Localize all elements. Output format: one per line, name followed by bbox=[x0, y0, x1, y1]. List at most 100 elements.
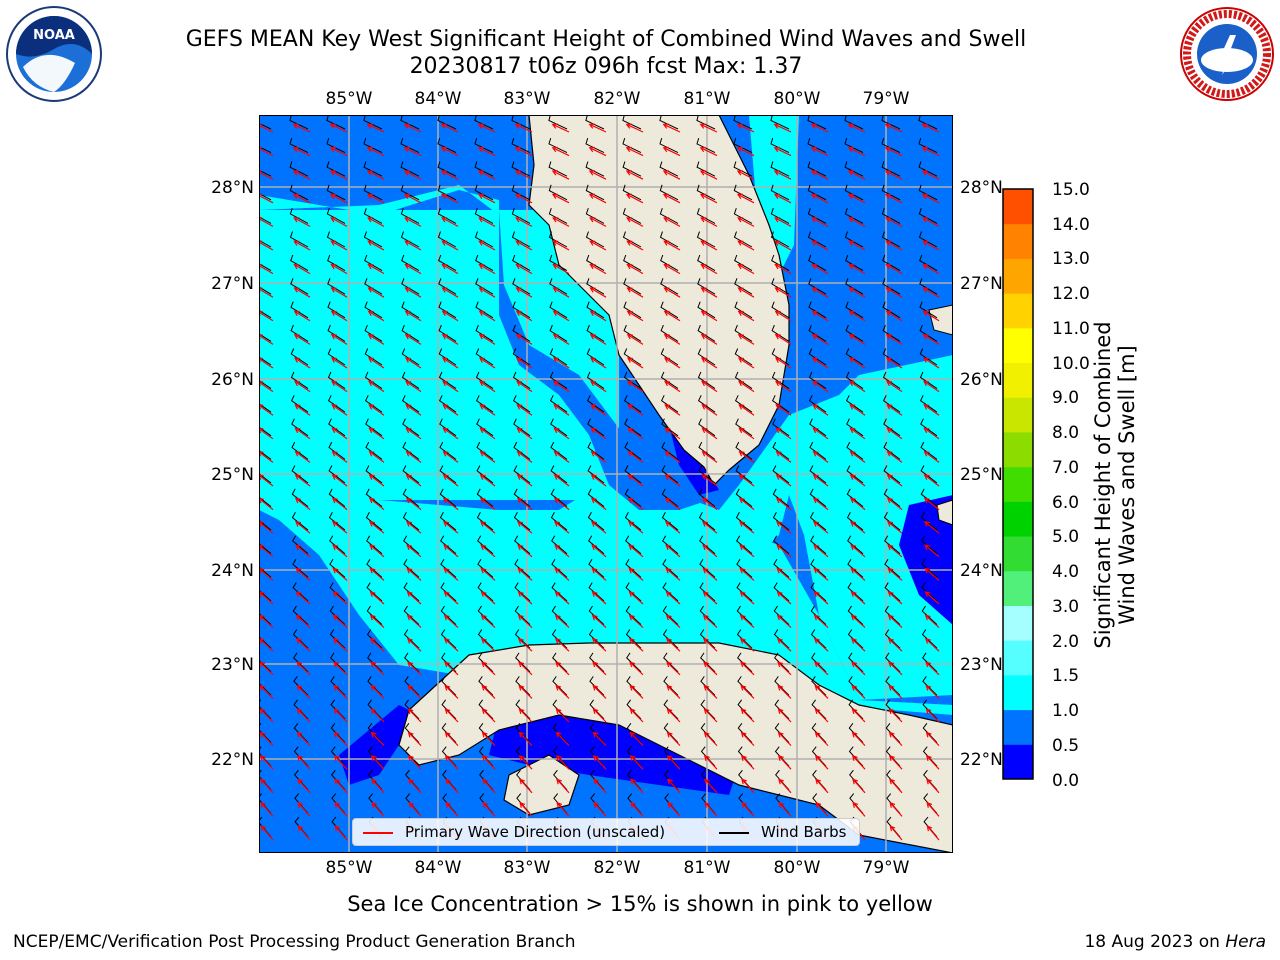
wind-barb bbox=[847, 605, 864, 625]
wind-barb bbox=[549, 371, 568, 390]
wind-barb bbox=[327, 301, 346, 319]
lat-label-left: 24°N bbox=[211, 561, 254, 581]
wave-direction-arrow bbox=[440, 123, 459, 133]
wave-direction-arrow bbox=[887, 614, 903, 629]
wave-direction-arrow bbox=[403, 193, 422, 204]
wind-barb bbox=[291, 418, 309, 437]
wave-direction-arrow bbox=[628, 544, 644, 558]
wave-direction-arrow bbox=[849, 380, 866, 393]
wave-direction-arrow bbox=[331, 380, 348, 393]
wave-direction-arrow bbox=[369, 521, 385, 534]
wave-direction-arrow bbox=[259, 661, 274, 676]
wind-barb bbox=[885, 699, 901, 720]
wind-barb bbox=[922, 676, 938, 696]
wind-barb bbox=[259, 146, 272, 154]
wave-direction-arrow bbox=[331, 427, 348, 440]
wave-direction-arrow bbox=[700, 240, 718, 251]
wave-direction-arrow bbox=[775, 450, 792, 463]
wind-barb bbox=[259, 535, 272, 555]
wave-direction-arrow bbox=[701, 497, 718, 511]
footer-date: 18 Aug 2023 on Hera bbox=[1084, 932, 1266, 952]
wind-barb bbox=[259, 652, 272, 673]
wind-barb bbox=[291, 512, 309, 531]
wind-barb bbox=[366, 558, 383, 578]
wave-direction-arrow bbox=[478, 310, 496, 322]
wind-barb bbox=[845, 395, 864, 413]
wind-barb bbox=[624, 488, 642, 507]
wind-barb bbox=[770, 231, 790, 248]
wave-direction-arrow bbox=[331, 474, 348, 487]
wind-barb bbox=[259, 449, 272, 460]
wave-direction-arrow bbox=[442, 404, 459, 416]
wave-direction-arrow bbox=[852, 778, 866, 794]
wave-direction-arrow bbox=[403, 146, 422, 157]
wind-barb bbox=[881, 231, 901, 248]
wave-direction-arrow bbox=[481, 754, 496, 770]
wave-direction-arrow bbox=[777, 708, 792, 723]
wind-barb bbox=[259, 629, 272, 649]
colorbar-segment bbox=[1003, 466, 1033, 502]
chart-subtitle-run: 20230817 t06z 096h fcst Max: 1.37 bbox=[409, 54, 803, 79]
wave-direction-arrow bbox=[774, 334, 792, 345]
wave-direction-arrow bbox=[814, 708, 829, 723]
wave-direction-arrow bbox=[293, 357, 311, 369]
lon-label-bottom: 81°W bbox=[683, 858, 731, 878]
wind-barb bbox=[770, 208, 790, 224]
wave-direction-arrow bbox=[368, 497, 385, 511]
wave-direction-arrow bbox=[738, 427, 755, 440]
lat-label-right: 25°N bbox=[960, 465, 1003, 485]
wind-barb bbox=[293, 652, 309, 673]
wave-direction-arrow bbox=[702, 544, 718, 558]
wave-direction-arrow bbox=[590, 497, 607, 511]
wave-direction-arrow bbox=[810, 193, 829, 204]
wave-direction-arrow bbox=[555, 684, 570, 699]
wave-direction-arrow bbox=[444, 754, 459, 770]
wind-barb bbox=[660, 324, 679, 342]
wind-barb bbox=[735, 512, 753, 531]
wind-barb bbox=[774, 652, 790, 673]
wave-direction-arrow bbox=[627, 450, 644, 463]
wave-direction-arrow bbox=[740, 731, 755, 747]
wind-barb bbox=[626, 723, 642, 743]
wind-barb bbox=[289, 231, 309, 248]
wave-direction-arrow bbox=[590, 450, 607, 463]
colorbar-tick: 12.0 bbox=[1052, 284, 1090, 304]
wave-direction-arrow bbox=[443, 637, 459, 652]
wave-direction-arrow bbox=[404, 263, 422, 275]
wave-direction-arrow bbox=[810, 123, 829, 133]
wind-barb bbox=[884, 535, 901, 555]
wind-barb bbox=[290, 254, 309, 272]
wave-direction-arrow bbox=[778, 778, 792, 794]
wind-barb bbox=[511, 184, 531, 201]
colorbar-segment bbox=[1003, 258, 1033, 294]
wind-barb bbox=[810, 558, 827, 578]
wind-barb bbox=[290, 278, 309, 295]
wind-barb bbox=[514, 629, 531, 649]
wave-direction-arrow bbox=[737, 263, 755, 275]
wind-barb bbox=[293, 676, 309, 696]
wave-direction-arrow bbox=[334, 825, 348, 841]
wind-barb bbox=[699, 582, 716, 602]
wind-barb bbox=[587, 488, 605, 507]
wave-direction-arrow bbox=[259, 731, 274, 747]
wave-direction-arrow bbox=[704, 801, 718, 817]
wind-barb bbox=[660, 348, 679, 366]
wave-direction-arrow bbox=[625, 170, 644, 180]
wind-barb bbox=[327, 371, 346, 390]
wind-barb bbox=[588, 582, 605, 602]
wave-direction-arrow bbox=[518, 754, 533, 770]
wind-barb bbox=[513, 488, 531, 507]
wave-direction-arrow bbox=[443, 521, 459, 534]
wave-direction-arrow bbox=[333, 684, 348, 699]
wave-direction-arrow bbox=[440, 193, 459, 204]
wind-barb bbox=[625, 629, 642, 649]
wave-direction-arrow bbox=[517, 614, 533, 629]
wave-direction-arrow bbox=[408, 778, 422, 794]
lat-label-left: 22°N bbox=[211, 750, 254, 770]
wind-barb bbox=[437, 208, 457, 224]
wave-direction-arrow bbox=[922, 287, 940, 298]
wind-barb bbox=[735, 465, 753, 484]
wind-barb bbox=[402, 418, 420, 437]
wave-direction-arrow bbox=[407, 661, 422, 676]
lon-label-top: 83°W bbox=[503, 89, 551, 109]
